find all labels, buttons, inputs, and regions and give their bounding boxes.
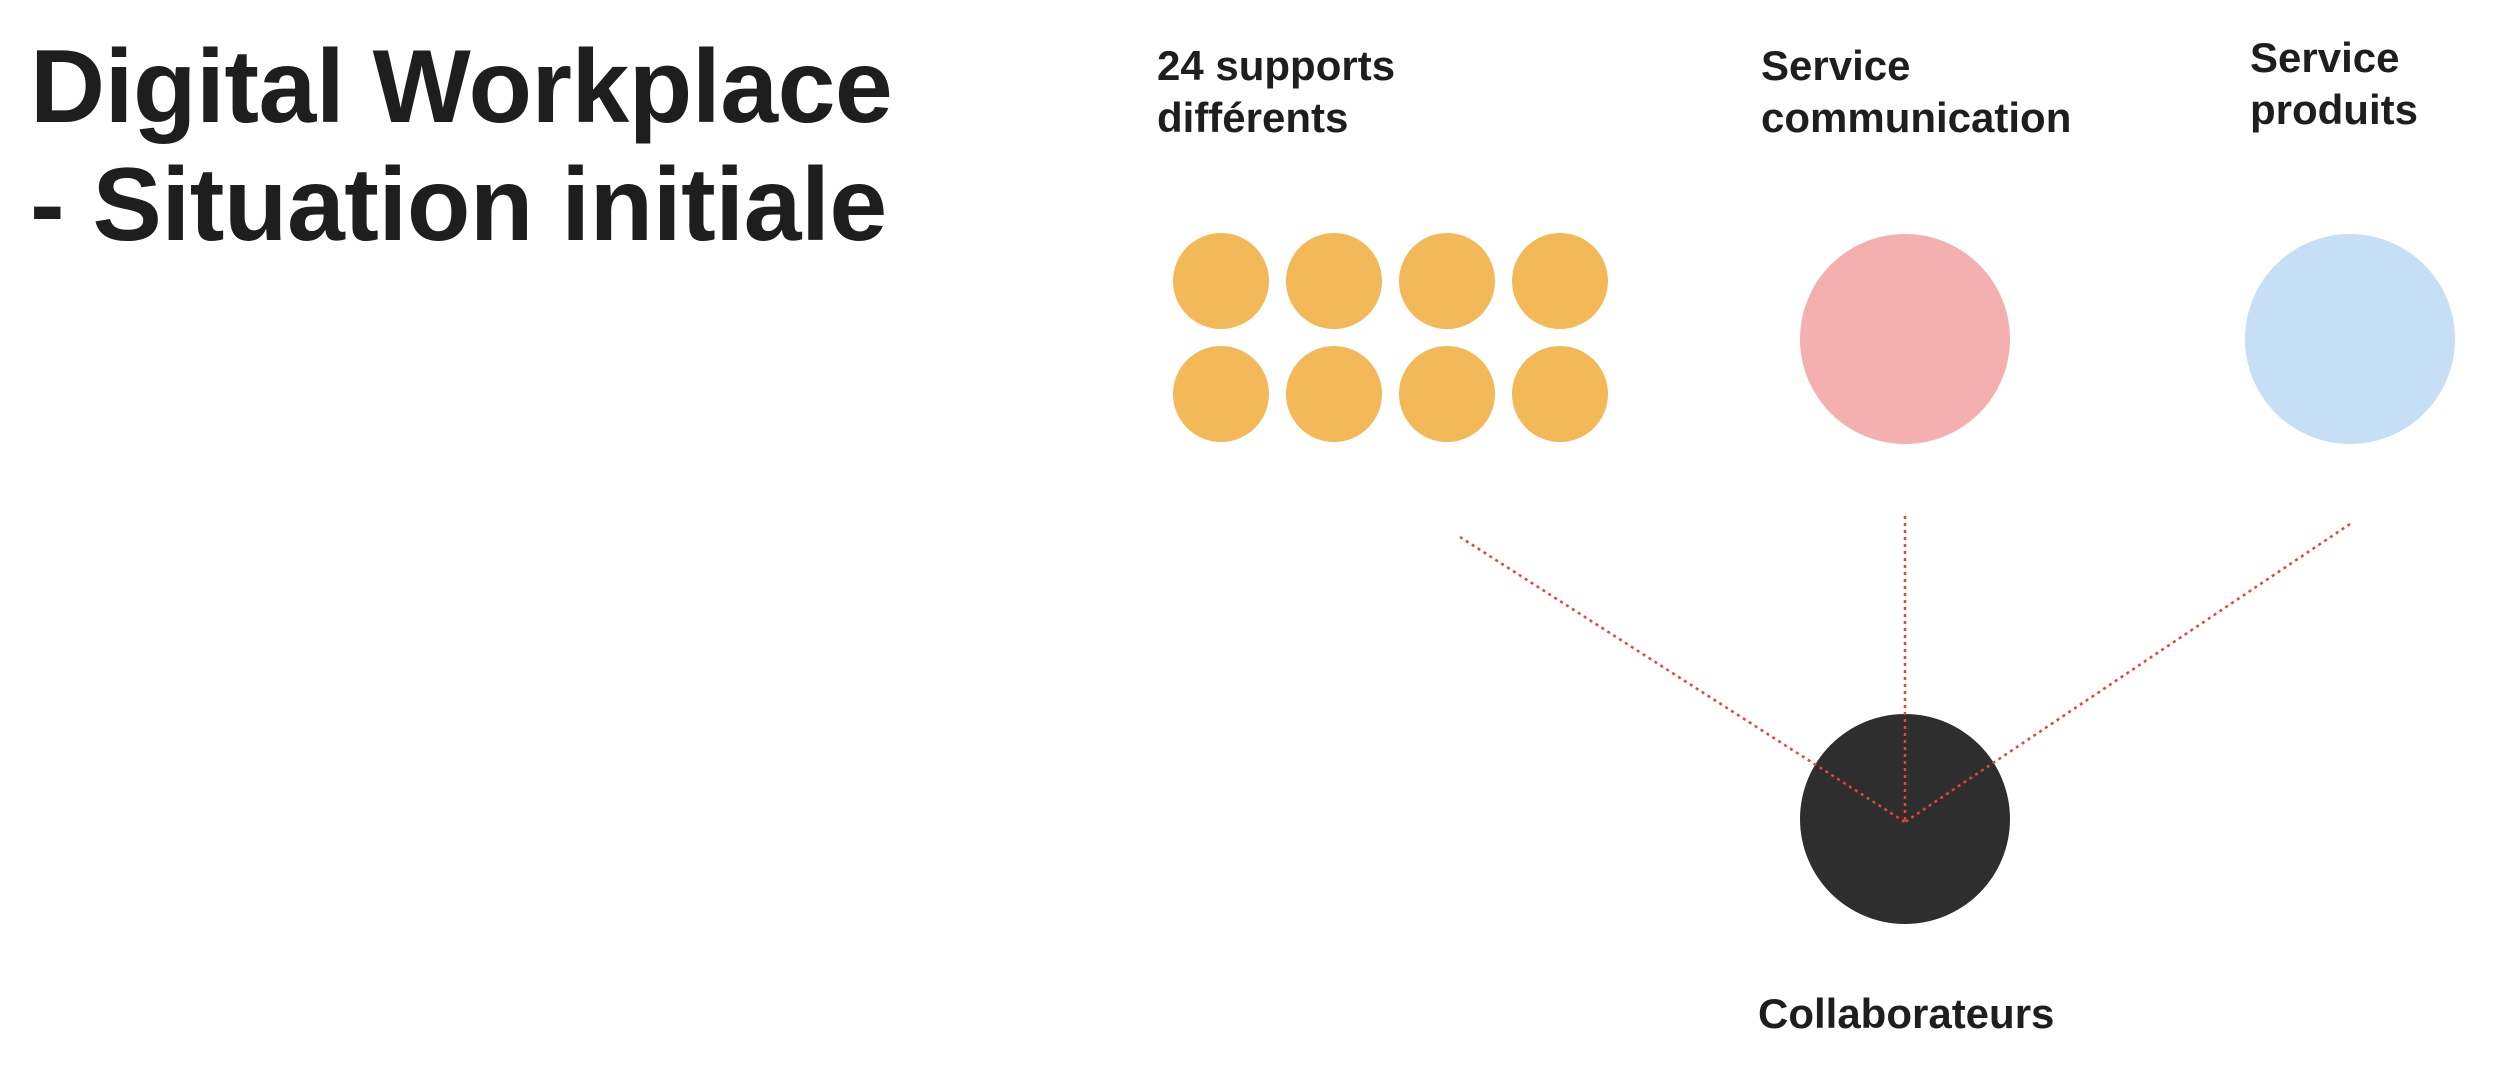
communication-service-node	[1800, 234, 2010, 444]
collaborators-label: Collaborateurs	[1758, 990, 2055, 1037]
products-service-node	[2245, 234, 2455, 444]
supports-label-line-1: 24 supports	[1157, 42, 1396, 89]
support-dot	[1399, 346, 1495, 442]
products-service-label-line-2: produits	[2250, 86, 2418, 133]
page-title-line-1: Digital Workplace	[30, 29, 893, 145]
support-dot	[1512, 346, 1608, 442]
support-dot	[1173, 346, 1269, 442]
supports-label-line-2: différents	[1157, 94, 1349, 141]
connector-supports-to-collaborators	[1459, 535, 1906, 824]
communication-service-label-line-2: communication	[1761, 94, 2072, 141]
products-service-label: Service produits	[2250, 32, 2418, 136]
products-service-label-line-1: Service	[2250, 34, 2400, 81]
support-dot	[1399, 233, 1495, 329]
communication-service-label: Service communication	[1761, 40, 2071, 144]
support-dot	[1173, 233, 1269, 329]
support-dot	[1286, 346, 1382, 442]
connector-products-to-collaborators	[1904, 522, 2351, 824]
supports-dot-grid	[1173, 233, 1608, 442]
page-title: Digital Workplace - Situation initiale	[30, 28, 893, 264]
supports-label: 24 supports différents	[1157, 40, 1395, 144]
support-dot	[1512, 233, 1608, 329]
connector-lines	[1459, 516, 2351, 824]
communication-service-label-line-1: Service	[1761, 42, 1911, 89]
page-title-line-2: - Situation initiale	[30, 147, 887, 263]
support-dot	[1286, 233, 1382, 329]
